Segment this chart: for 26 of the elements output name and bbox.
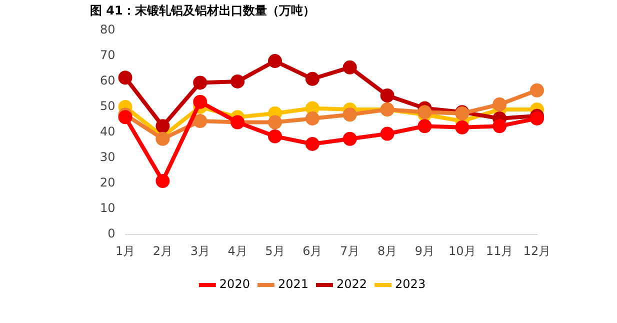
y-tick-label: 10 [100, 201, 116, 216]
x-tick-label: 4月 [228, 244, 248, 258]
chart-title: 图 41：末锻轧铝及铝材出口数量（万吨） [90, 3, 315, 18]
y-tick-label: 70 [100, 48, 116, 62]
legend-label: 2023 [395, 277, 426, 292]
x-tick-label: 1月 [115, 244, 136, 258]
x-tick-label: 6月 [302, 244, 322, 258]
y-tick-label: 60 [100, 74, 116, 88]
x-tick-label: 10月 [448, 244, 476, 258]
x-tick-label: 8月 [377, 244, 398, 258]
y-tick-label: 20 [100, 176, 116, 190]
x-tick-label: 11月 [486, 244, 514, 258]
y-tick-label: 40 [100, 124, 116, 139]
legend-label: 2020 [219, 277, 250, 292]
x-tick-label: 5月 [265, 244, 285, 258]
x-tick-label: 2月 [152, 244, 173, 258]
legend-label: 2021 [278, 277, 309, 292]
y-tick-label: 80 [100, 22, 116, 37]
y-tick-label: 30 [100, 150, 116, 164]
legend-label: 2022 [336, 277, 368, 292]
x-tick-label: 3月 [190, 244, 210, 258]
x-tick-label: 7月 [340, 244, 360, 258]
x-tick-label: 12月 [523, 244, 551, 258]
y-tick-label: 0 [108, 226, 116, 241]
y-tick-label: 50 [100, 99, 116, 114]
x-tick-label: 9月 [414, 244, 435, 258]
